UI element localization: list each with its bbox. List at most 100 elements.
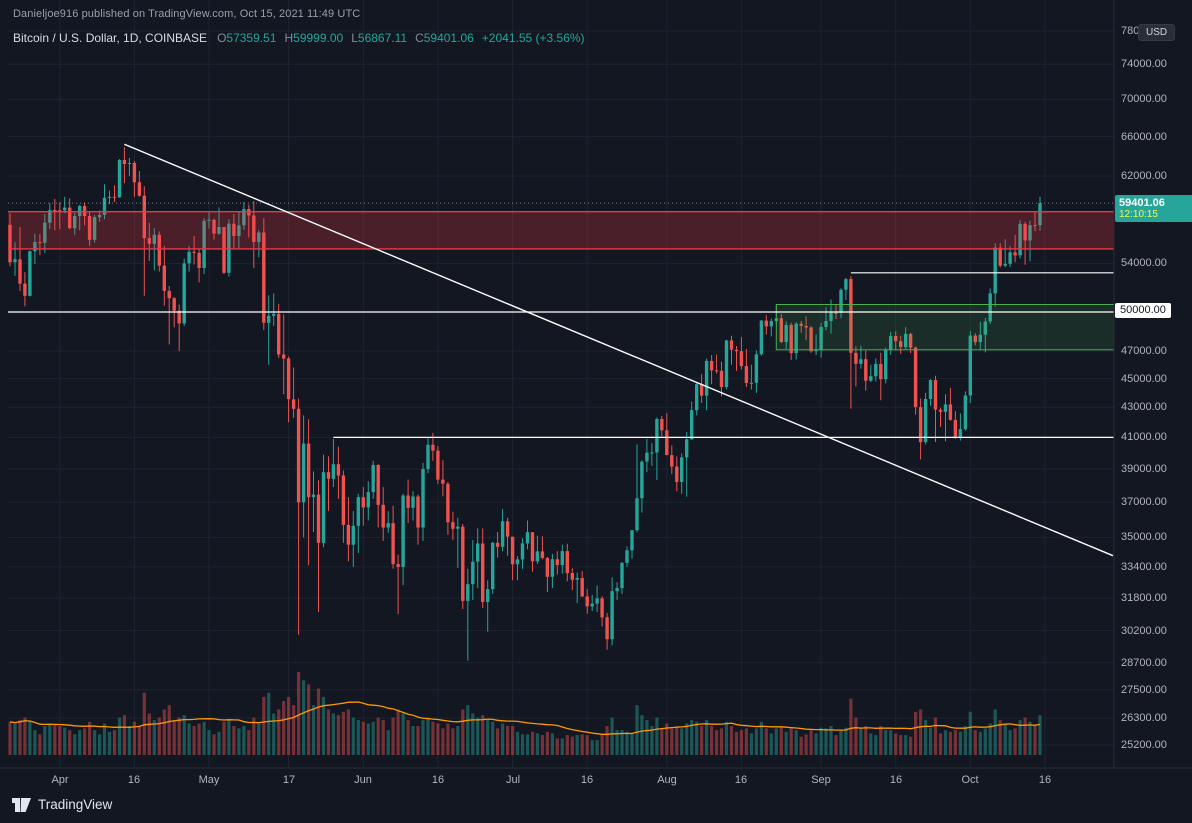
volume-bar — [570, 736, 574, 755]
volume-bar — [690, 720, 694, 755]
candle-body — [884, 349, 888, 380]
volume-bar — [933, 717, 938, 755]
candle-body — [530, 532, 535, 562]
low-value: 56867.11 — [357, 31, 408, 45]
currency-button[interactable]: USD — [1138, 24, 1176, 41]
volume-bar — [904, 735, 908, 755]
candle-body — [222, 227, 226, 273]
price-tick-label: 35000.00 — [1121, 531, 1167, 543]
volume-bar — [137, 726, 141, 755]
time-tick-label: 16 — [889, 774, 903, 786]
candle-body — [545, 557, 550, 577]
candle-body — [461, 526, 465, 601]
candle-body — [43, 222, 47, 243]
volume-bar — [242, 726, 246, 755]
volume-bar — [943, 730, 948, 755]
candle-body — [416, 496, 420, 528]
time-tick-label: Aug — [657, 774, 677, 786]
volume-bar — [630, 733, 634, 755]
volume-bar — [222, 721, 226, 755]
volume-bar — [645, 720, 649, 755]
candle-body — [993, 247, 997, 294]
candle-body — [724, 340, 729, 387]
volume-bar — [202, 721, 206, 755]
candle-body — [1028, 225, 1032, 241]
candle-body — [486, 589, 490, 602]
volume-bar — [595, 740, 599, 755]
volume-bar — [804, 734, 808, 756]
volume-bar — [491, 721, 495, 755]
high-label: H — [284, 31, 294, 45]
price-axis[interactable]: USD 59401.06 12:10:15 50000.00 78000.007… — [1114, 0, 1192, 768]
volume-bar — [580, 734, 584, 756]
candle-body — [326, 472, 331, 479]
volume-bar — [88, 721, 92, 755]
time-tick-label: Oct — [961, 774, 979, 786]
candle-body — [719, 370, 724, 388]
candle-body — [267, 315, 271, 323]
close-label: C — [415, 31, 424, 45]
candle-body — [321, 472, 326, 543]
volume-bar — [287, 696, 291, 755]
volume-bar — [520, 734, 525, 756]
candle-body — [854, 352, 858, 364]
candle-body — [272, 313, 276, 316]
volume-ma-line — [9, 701, 1041, 735]
volume-bar — [511, 726, 515, 755]
candle-body — [336, 464, 341, 476]
candle-body — [257, 232, 261, 242]
candle-body — [177, 310, 181, 324]
volume-bar — [565, 735, 569, 755]
candle-body — [605, 617, 609, 640]
volume-bar — [471, 713, 475, 755]
candle-body — [23, 283, 27, 296]
time-tick-label: Sep — [811, 774, 831, 786]
tradingview-attribution[interactable]: TradingView — [12, 797, 112, 812]
volume-bar — [212, 734, 216, 756]
candle-body — [699, 384, 704, 396]
volume-bar — [98, 734, 102, 756]
volume-bar — [83, 728, 87, 755]
candle-body — [491, 542, 495, 590]
volume-bar — [978, 731, 982, 755]
volume-bar — [53, 725, 57, 755]
candle-body — [515, 559, 520, 565]
volume-bar — [38, 734, 42, 756]
price-tick-label: 28700.00 — [1121, 657, 1167, 669]
candle-body — [142, 195, 146, 239]
volume-bar — [530, 731, 535, 755]
time-tick-label: 16 — [127, 774, 141, 786]
volume-bar — [431, 721, 435, 755]
candle-body — [38, 242, 42, 244]
volume-bar — [585, 735, 589, 755]
candle-body — [535, 551, 540, 562]
volume-bar — [411, 726, 415, 755]
time-tick-label: 16 — [1038, 774, 1052, 786]
ohlc-high: H59999.00 — [284, 31, 343, 45]
volume-bar — [764, 728, 768, 755]
candle-body — [291, 399, 296, 409]
volume-bar — [33, 730, 37, 755]
candle-body — [18, 259, 22, 284]
volume-bar — [162, 709, 166, 756]
volume-bar — [749, 733, 753, 755]
candle-body — [207, 219, 211, 221]
time-axis[interactable]: Apr 16 May 17 Jun 16 Jul 16 Aug 16 Sep 16 Oct 16 — [0, 768, 1192, 798]
candle-body — [481, 543, 485, 602]
volume-bar — [336, 715, 340, 755]
candle-body — [879, 363, 883, 380]
candle-body — [1003, 263, 1007, 266]
symbol-legend: Bitcoin / U.S. Dollar, 1D, COINBASE O573… — [13, 31, 585, 45]
candle-body — [63, 207, 67, 211]
candle-body — [331, 464, 336, 479]
candle-body — [575, 578, 579, 580]
volume-bar — [23, 717, 27, 755]
candle-body — [794, 323, 798, 354]
candle-body — [963, 395, 968, 430]
candle-body — [441, 479, 445, 484]
candle-body — [829, 312, 833, 322]
candle-body — [928, 380, 933, 399]
volume-bar — [486, 720, 490, 755]
candle-body — [495, 542, 500, 547]
